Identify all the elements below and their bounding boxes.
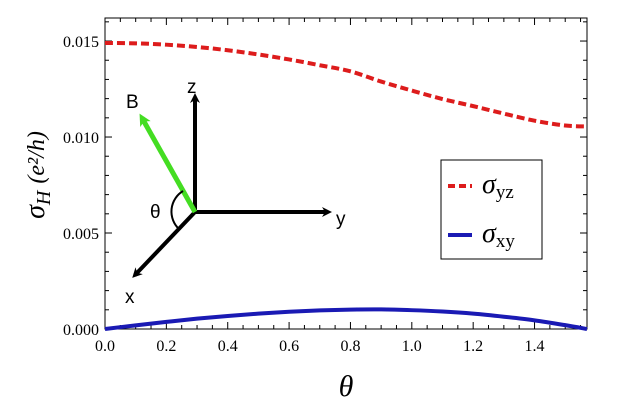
x-tick-label: 0.6 — [279, 338, 299, 355]
legend-box — [440, 159, 543, 260]
inset-z-label: z — [187, 77, 197, 98]
legend-entry-xy: σxy — [482, 218, 515, 252]
y-axis-symbol: σ — [20, 204, 51, 219]
inset-x-label: x — [125, 287, 135, 308]
x-tick-label: 1.2 — [463, 338, 483, 355]
inset-y-label: y — [336, 209, 346, 230]
x-tick-label: 0.8 — [340, 338, 360, 355]
y-tick-label: 0.000 — [63, 322, 99, 339]
inset-angle-label: θ — [150, 202, 161, 223]
y-tick-label: 0.005 — [63, 226, 99, 243]
inset-field-label: B — [126, 92, 139, 113]
inset-angle-arc — [170, 190, 184, 230]
y-axis-units: (e²/h) — [24, 131, 50, 184]
legend-entry-yz: σyz — [482, 169, 514, 203]
x-tick-label: 0.4 — [218, 338, 238, 355]
y-axis-subscript: H — [33, 189, 55, 206]
x-tick-label: 1.0 — [402, 338, 422, 355]
inset-x-axis — [132, 210, 197, 278]
legend: σyz σxy — [440, 159, 543, 260]
y-tick-label: 0.010 — [63, 130, 99, 147]
inset-field-vector — [139, 113, 198, 214]
x-tick-label: 1.4 — [525, 338, 545, 355]
coordinate-inset: z y x B θ — [125, 77, 346, 308]
series-layer — [104, 40, 588, 331]
series-line-xy — [104, 307, 588, 331]
plot-frame — [104, 17, 588, 330]
y-axis-title: σH (e²/h) — [20, 131, 55, 219]
x-axis-title: θ — [339, 370, 354, 403]
series-line-yz — [104, 40, 588, 129]
tick-labels: 0.0 0.2 0.4 0.6 0.8 1.0 1.2 1.4 0.000 0.005 0.010 0… — [63, 34, 545, 355]
svg-text:σH (e²/h): σH (e²/h) — [20, 131, 55, 219]
y-tick-label: 0.015 — [63, 34, 99, 51]
x-tick-label: 0.0 — [95, 338, 115, 355]
x-tick-label: 0.2 — [156, 338, 176, 355]
tick-marks — [104, 18, 587, 330]
